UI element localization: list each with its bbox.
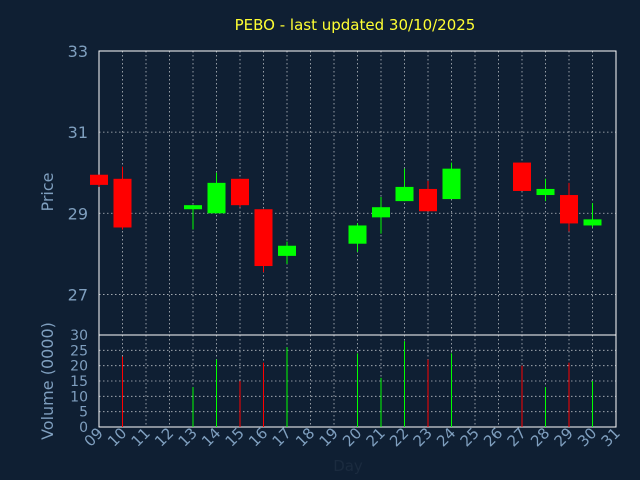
x-tick-label: 21 <box>363 424 389 450</box>
x-tick-label: 13 <box>175 424 201 450</box>
candle-body <box>348 225 367 244</box>
candle-body <box>560 195 578 224</box>
volume-tick-label: 10 <box>70 389 88 405</box>
volume-tick-label: 20 <box>70 359 88 375</box>
candle-body <box>419 188 437 212</box>
x-tick-label: 10 <box>104 424 130 450</box>
candle-body <box>254 209 273 267</box>
x-tick-label: 27 <box>504 424 530 450</box>
x-tick-label: 14 <box>198 424 224 450</box>
x-tick-label: 15 <box>222 424 248 450</box>
volume-tick-label: 5 <box>79 405 88 421</box>
candle-body <box>442 168 461 200</box>
x-tick-label: 17 <box>269 424 295 450</box>
x-tick-label: 28 <box>527 424 553 450</box>
price-panel: 27 29 31 33 <box>68 42 617 336</box>
volume-axis-label: Volume (0000) <box>38 322 57 440</box>
price-tick-label: 33 <box>68 42 88 61</box>
candle-body <box>278 245 296 256</box>
volume-tick-label: 30 <box>70 328 88 344</box>
x-tick-label: 31 <box>598 424 624 450</box>
volume-tick-label: 25 <box>70 343 88 359</box>
candle-body <box>184 205 202 210</box>
x-tick-label: 12 <box>151 424 177 450</box>
price-axis-label: Price <box>38 172 57 211</box>
price-tick-label: 31 <box>68 123 88 142</box>
candle-body <box>231 178 249 206</box>
candle-body <box>513 162 531 191</box>
x-tick-label: 23 <box>410 424 436 450</box>
candle-body <box>113 178 132 228</box>
candle-body <box>90 174 108 185</box>
x-tick-label: 25 <box>457 424 483 450</box>
candle-body <box>372 207 390 218</box>
x-tick-label: 19 <box>316 424 342 450</box>
candle-body <box>395 186 414 202</box>
x-tick-label: 20 <box>339 424 365 450</box>
x-tick-label: 18 <box>292 424 318 450</box>
price-tick-label: 29 <box>68 204 88 223</box>
candle-body <box>207 182 226 214</box>
x-axis-label: Day <box>333 457 363 475</box>
chart-title: PEBO - last updated 30/10/2025 <box>235 16 476 34</box>
x-tick-label: 29 <box>551 424 577 450</box>
x-tick-label: 16 <box>245 424 271 450</box>
candle-body <box>536 188 555 196</box>
volume-tick-label: 15 <box>70 374 88 390</box>
x-tick-label: 24 <box>433 424 459 450</box>
x-tick-label: 26 <box>480 424 506 450</box>
price-tick-label: 27 <box>68 285 88 304</box>
x-tick-label: 22 <box>386 424 412 450</box>
x-tick-label: 11 <box>128 424 154 450</box>
volume-tick-label: 0 <box>79 420 88 436</box>
candle-body <box>583 219 602 226</box>
x-tick-label: 30 <box>574 424 600 450</box>
